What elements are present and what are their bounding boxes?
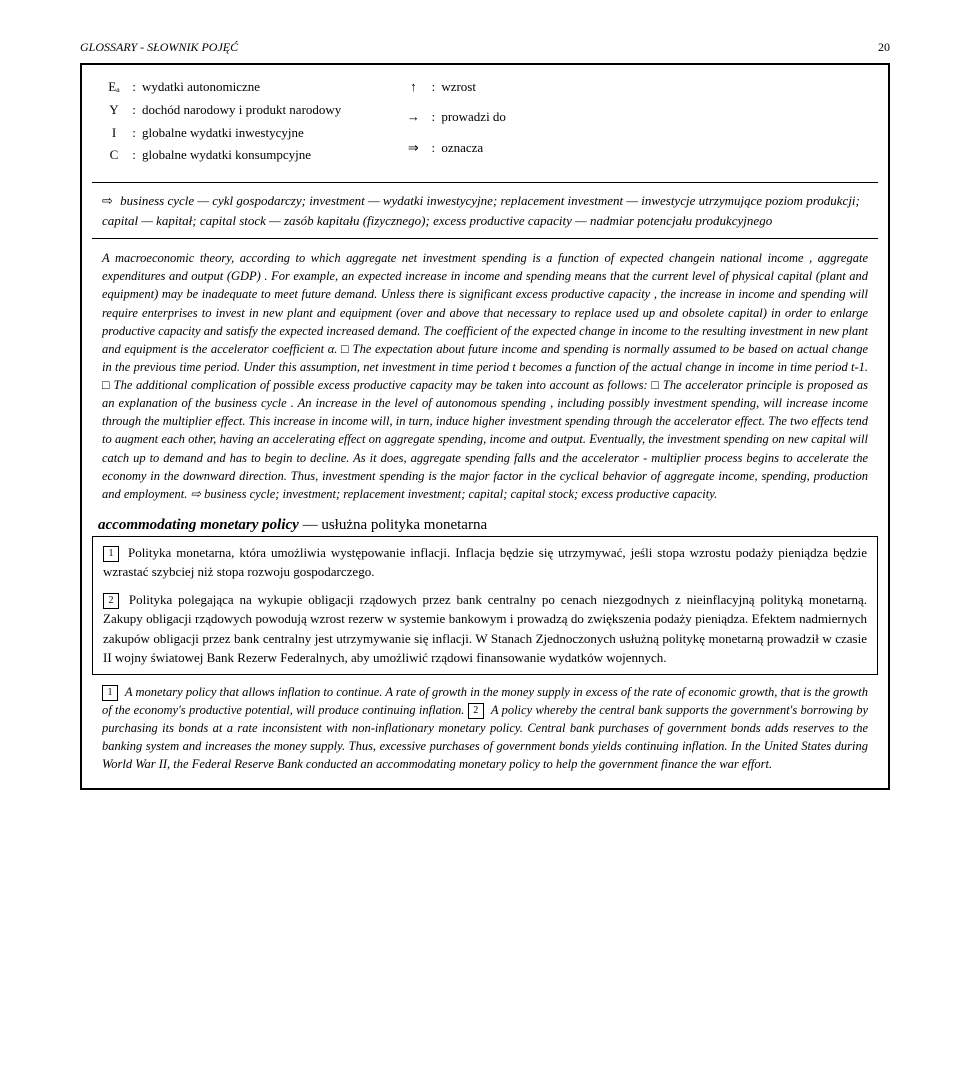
symbol-def: globalne wydatki konsumpcyjne — [142, 145, 341, 166]
polish-def-2: 2 Polityka polegająca na wykupie obligac… — [103, 590, 867, 668]
entry-translation: usłużna polityka monetarna — [321, 517, 487, 533]
entry-heading: accommodating monetary policy — usłużna … — [92, 517, 878, 534]
symbol-def: oznacza — [441, 138, 506, 166]
arrow-up-icon: ↑ — [401, 77, 425, 105]
symbols-left-column: Eₐ:wydatki autonomiczne Y:dochód narodow… — [102, 77, 341, 166]
header-title: GLOSSARY - SŁOWNIK POJĘĆ — [80, 40, 238, 55]
symbol-def: wzrost — [441, 77, 506, 105]
symbol: C — [102, 145, 126, 166]
sense-number-icon: 2 — [468, 703, 484, 719]
reference-arrow-icon: ⇨ — [102, 193, 113, 208]
entry-term: accommodating monetary policy — [98, 517, 299, 533]
sense-number-icon: 1 — [103, 546, 119, 562]
symbol: Eₐ — [102, 77, 126, 98]
cross-reference-block: ⇨ business cycle — cykl gospodarczy; inv… — [92, 182, 878, 239]
polish-text-1: Polityka monetarna, która umożliwia wyst… — [103, 545, 867, 580]
symbol-definitions: Eₐ:wydatki autonomiczne Y:dochód narodow… — [92, 73, 878, 170]
page-number: 20 — [878, 40, 890, 55]
page: GLOSSARY - SŁOWNIK POJĘĆ 20 Eₐ:wydatki a… — [0, 0, 960, 830]
arrow-double-icon: ⇒ — [401, 138, 425, 166]
polish-def-1: 1 Polityka monetarna, która umożliwia wy… — [103, 543, 867, 582]
sense-number-icon: 2 — [103, 593, 119, 609]
content-box: Eₐ:wydatki autonomiczne Y:dochód narodow… — [80, 63, 890, 790]
entry-separator: — — [303, 517, 318, 533]
cross-reference-text: business cycle — cykl gospodarczy; inves… — [102, 193, 860, 228]
symbol-def: globalne wydatki inwestycyjne — [142, 123, 341, 144]
english-definition-block: 1 A monetary policy that allows inflatio… — [92, 679, 878, 780]
symbol-def: wydatki autonomiczne — [142, 77, 341, 98]
page-header: GLOSSARY - SŁOWNIK POJĘĆ 20 — [80, 40, 890, 55]
symbol-def: dochód narodowy i produkt narodowy — [142, 100, 341, 121]
symbols-right-column: ↑:wzrost →:prowadzi do ⇒:oznacza — [401, 77, 506, 166]
theory-paragraph: A macroeconomic theory, according to whi… — [92, 243, 878, 513]
symbol: Y — [102, 100, 126, 121]
polish-definition-box: 1 Polityka monetarna, która umożliwia wy… — [92, 536, 878, 675]
arrow-right-icon: → — [401, 107, 425, 135]
sense-number-icon: 1 — [102, 685, 118, 701]
polish-text-2: Polityka polegająca na wykupie obligacji… — [103, 592, 867, 666]
symbol-def: prowadzi do — [441, 107, 506, 135]
symbol: I — [102, 123, 126, 144]
